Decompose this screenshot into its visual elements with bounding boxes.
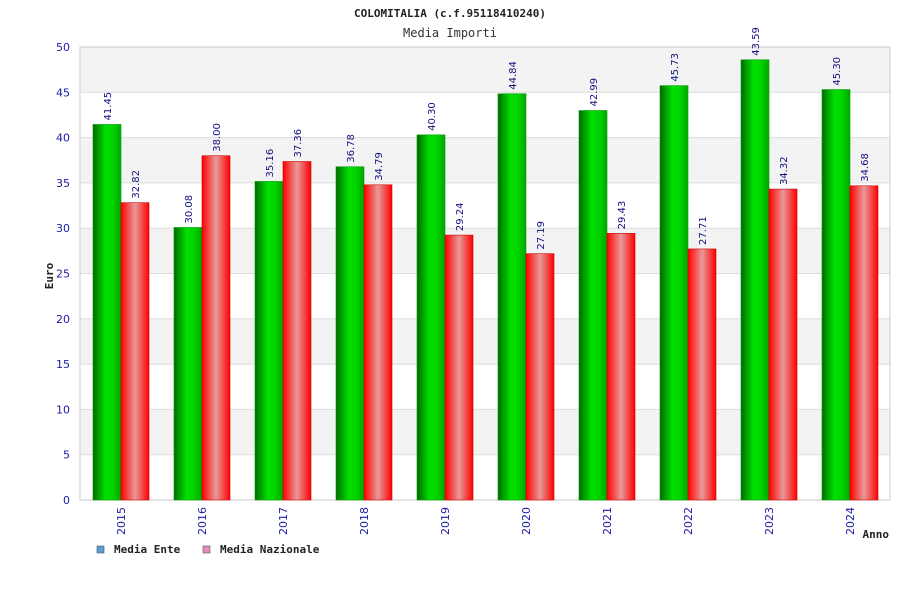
data-label: 34.68 [860,153,871,182]
bar-media-ente-2023 [740,59,770,501]
bar-media-ente-2018 [335,166,365,501]
bar-media-nazionale-2024 [849,185,879,501]
data-label: 36.78 [346,134,357,163]
data-label: 45.30 [832,57,843,86]
y-tick-label: 0 [63,494,70,507]
legend-swatch-media-ente [96,545,105,554]
legend-label-media-ente: Media Ente [114,543,181,556]
x-tick-label: 2016 [196,507,209,535]
data-label: 43.59 [751,27,762,56]
bar-media-nazionale-2015 [120,202,150,501]
data-label: 37.36 [293,129,304,158]
x-tick-label: 2015 [115,507,128,535]
data-label: 41.45 [103,92,114,121]
bar-media-nazionale-2020 [525,253,555,501]
legend-swatch-media-nazionale [202,545,211,554]
data-label: 44.84 [508,61,519,90]
bars [92,59,879,501]
bar-media-nazionale-2021 [606,233,636,501]
bar-media-nazionale-2019 [444,234,474,501]
x-tick-label: 2018 [358,507,371,535]
y-tick-label: 40 [56,132,70,145]
bar-media-ente-2015 [92,124,122,501]
x-tick-label: 2017 [277,507,290,535]
x-axis-label: Anno [863,528,890,541]
x-tick-label: 2019 [439,507,452,535]
bar-media-nazionale-2018 [363,184,393,501]
y-tick-label: 10 [56,403,70,416]
y-tick-label: 35 [56,177,70,190]
data-label: 42.99 [589,78,600,107]
x-tick-label: 2021 [601,507,614,535]
data-label: 29.43 [617,201,628,230]
data-label: 38.00 [212,123,223,152]
chart-title: COLOMITALIA (c.f.95118410240) [354,7,546,20]
bar-media-nazionale-2023 [768,188,798,501]
bar-media-nazionale-2016 [201,155,231,501]
y-tick-label: 25 [56,268,70,281]
data-label: 34.79 [374,152,385,181]
y-tick-label: 30 [56,222,70,235]
data-label: 30.08 [184,195,195,224]
bar-media-nazionale-2017 [282,161,312,501]
x-tick-label: 2024 [844,507,857,535]
x-tick-label: 2020 [520,507,533,535]
legend: Media Ente Media Nazionale [96,543,320,556]
bar-media-ente-2022 [659,85,689,501]
data-labels: 41.45 32.82 30.08 38.00 35.16 37.36 36.78 34.79… [103,27,871,250]
bar-media-ente-2016 [173,227,203,501]
x-tick-label: 2022 [682,507,695,535]
bar-media-ente-2024 [821,89,851,501]
y-tick-label: 5 [63,449,70,462]
data-label: 34.32 [779,156,790,185]
y-tick-label: 45 [56,86,70,99]
bar-media-ente-2019 [416,134,446,501]
data-label: 45.73 [670,53,681,82]
plot-border [79,46,891,501]
data-label: 27.19 [536,221,547,250]
bar-media-ente-2020 [497,93,527,501]
data-label: 27.71 [698,216,709,245]
chart-subtitle: Media Importi [403,26,497,40]
data-label: 40.30 [427,102,438,131]
y-tick-label: 20 [56,313,70,326]
data-label: 29.24 [455,202,466,231]
y-axis-label: Euro [43,262,56,289]
legend-label-media-nazionale: Media Nazionale [220,543,320,556]
data-label: 35.16 [265,149,276,178]
bar-media-nazionale-2022 [687,248,717,501]
data-label: 32.82 [131,170,142,199]
y-tick-labels: 0 5 10 15 20 25 30 35 40 45 50 [56,41,70,507]
x-tick-label: 2023 [763,507,776,535]
bar-media-ente-2017 [254,181,284,501]
y-tick-label: 50 [56,41,70,54]
x-tick-labels: 2015 2016 2017 2018 2019 2020 2021 2022 2023 2024 [115,507,857,535]
bar-media-ente-2021 [578,110,608,501]
y-tick-label: 15 [56,358,70,371]
